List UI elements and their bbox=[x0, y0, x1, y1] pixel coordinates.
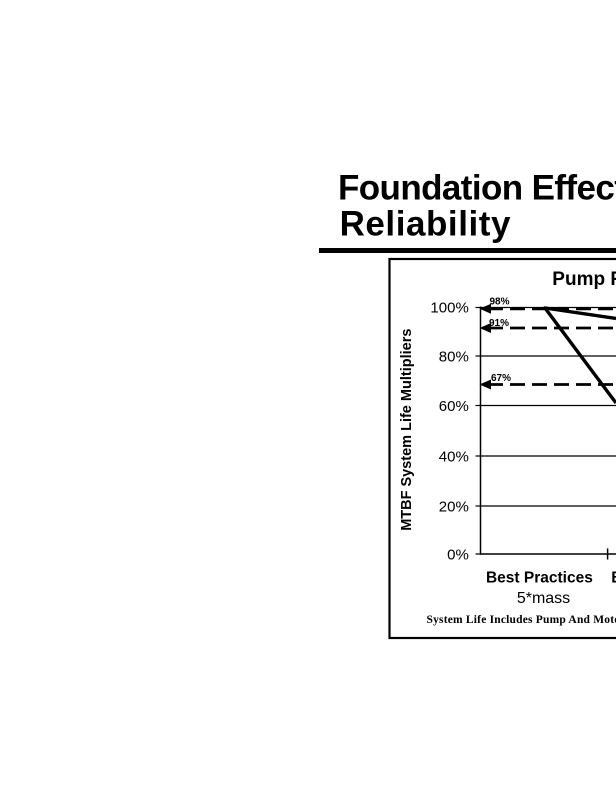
svg-text:91%: 91% bbox=[489, 318, 509, 329]
svg-text:80%: 80% bbox=[439, 348, 469, 365]
svg-text:98%: 98% bbox=[490, 297, 510, 308]
svg-text:100%: 100% bbox=[430, 300, 468, 317]
svg-text:60%: 60% bbox=[439, 398, 469, 415]
svg-text:MTBF System Life Multipliers: MTBF System Life Multipliers bbox=[399, 329, 415, 531]
svg-text:67%: 67% bbox=[491, 373, 511, 384]
svg-text:40%: 40% bbox=[439, 448, 469, 465]
svg-text:Best Practices: Best Practices bbox=[486, 570, 593, 587]
svg-text:5*mass: 5*mass bbox=[517, 590, 570, 607]
svg-text:System Life Includes Pump And: System Life Includes Pump And Motor bbox=[427, 614, 616, 626]
svg-text:0%: 0% bbox=[447, 546, 469, 563]
svg-text:20%: 20% bbox=[439, 498, 469, 515]
svg-text:Foundation Effects On: Foundation Effects On bbox=[338, 169, 616, 208]
svg-text:Pump Foundation: Pump Foundation bbox=[552, 269, 616, 290]
svg-text:Baseline: Baseline bbox=[611, 570, 616, 587]
svg-text:Reliability: Reliability bbox=[340, 205, 511, 244]
